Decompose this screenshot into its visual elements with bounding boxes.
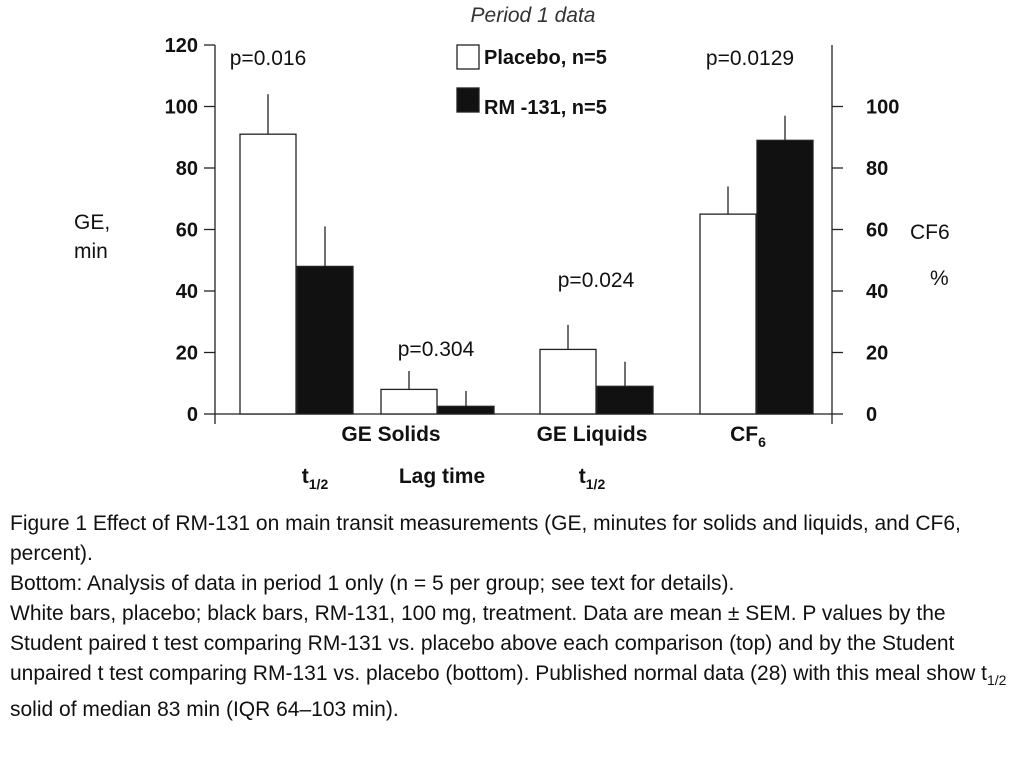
bar-chart: Period 1 data 0 20 40 60 80 100 120 0 20 40 60 80 10… (74, 4, 950, 492)
caption-line-2: Bottom: Analysis of data in period 1 onl… (10, 572, 735, 595)
left-axis-tick-label: 20 (176, 343, 198, 365)
p-value-label: p=0.304 (398, 338, 475, 361)
chart-title: Period 1 data (471, 4, 596, 27)
figure-caption: Figure 1 Effect of RM-131 on main transi… (10, 509, 1014, 725)
bar-rm131 (296, 265, 354, 415)
p-value-label: p=0.0129 (706, 47, 794, 70)
legend-label-placebo: Placebo, n=5 (484, 47, 607, 69)
caption-line-3-a: White bars, placebo; black bars, RM-131,… (10, 602, 987, 685)
category-labels: t1/2 GE Solids Lag time GE Liquids t1/2 CF6 (302, 423, 766, 492)
category-label-lag-time: Lag time (399, 465, 485, 488)
left-axis-tick-label: 120 (165, 35, 198, 57)
bar-rm131 (756, 139, 814, 415)
right-axis-tick-label: 40 (866, 281, 888, 303)
right-axis-tick-label: 0 (866, 404, 877, 426)
legend-swatch-rm131 (456, 87, 480, 113)
category-label-ge-liquids: GE Liquids (537, 423, 648, 446)
right-axis-tick-label: 20 (866, 343, 888, 365)
left-axis-tick-label: 80 (176, 158, 198, 180)
bar-placebo (239, 133, 297, 415)
left-axis-tick-label: 40 (176, 281, 198, 303)
left-axis-title-line-1: GE, (74, 211, 110, 234)
right-axis-title-line-1: CF6 (910, 221, 950, 244)
plot-area: 0 20 40 60 80 100 120 0 20 40 60 80 100 GE, min CF6% p=0… (74, 35, 950, 426)
legend-label-rm131: RM -131, n=5 (484, 97, 607, 119)
bar-rm131 (437, 405, 495, 415)
legend: Placebo, n=5 RM -131, n=5 (456, 44, 607, 119)
caption-line-3-b: solid of median 83 min (IQR 64–103 min). (10, 698, 399, 722)
left-axis-tick-label: 0 (187, 404, 198, 426)
right-axis-tick-label: 60 (866, 220, 888, 242)
legend-swatch-placebo (456, 44, 480, 70)
category-label-ge-solids: GE Solids (341, 423, 440, 446)
caption-line-3: White bars, placebo; black bars, RM-131,… (10, 599, 1014, 725)
right-axis-title-line-2: % (930, 267, 949, 290)
bar-rm131 (596, 385, 654, 415)
right-axis-tick-label: 100 (866, 97, 899, 119)
left-axis-title-line-2: min (74, 240, 108, 263)
caption-line-1: Figure 1 Effect of RM-131 on main transi… (10, 512, 961, 565)
bar-placebo (380, 388, 438, 415)
left-axis-tick-label: 60 (176, 220, 198, 242)
category-label-t-half: t1/2 (302, 465, 329, 492)
caption-line-3-subscript: 1/2 (986, 672, 1007, 689)
category-label-liquids-t-half: t1/2 (579, 465, 606, 492)
p-value-label: p=0.016 (230, 47, 307, 70)
right-axis-tick-label: 80 (866, 158, 888, 180)
bar-placebo (539, 348, 597, 415)
bar-placebo (699, 213, 757, 415)
left-axis-tick-label: 100 (165, 97, 198, 119)
category-label-cf6: CF6 (730, 423, 766, 450)
p-value-label: p=0.024 (558, 269, 635, 292)
